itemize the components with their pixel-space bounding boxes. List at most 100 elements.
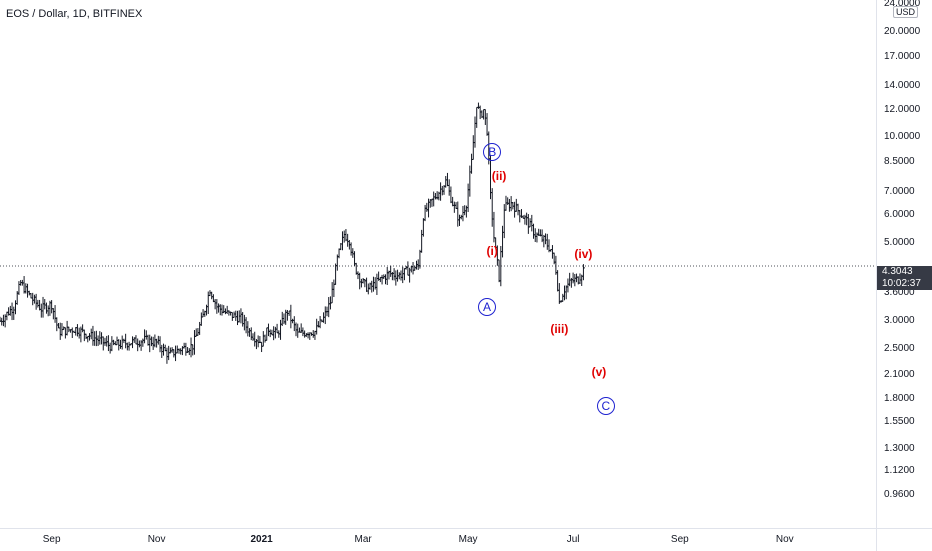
ohlc-bar	[131, 336, 135, 349]
price-chart[interactable]	[0, 0, 876, 528]
time-tick-label: Sep	[42, 534, 61, 545]
ohlc-bar	[51, 308, 55, 320]
ohlc-bar	[242, 314, 246, 331]
last-price-value: 4.3043	[882, 266, 913, 277]
ohlc-bar	[375, 273, 379, 295]
ohlc-bar	[70, 327, 74, 339]
ohlc-bar	[141, 338, 145, 347]
wave-label-iv[interactable]: (iv)	[574, 247, 593, 262]
ohlc-bar	[513, 201, 517, 218]
ohlc-bar	[10, 302, 14, 321]
ohlc-bar	[36, 299, 40, 308]
ohlc-bar	[279, 319, 283, 340]
ohlc-bar	[447, 179, 451, 196]
ohlc-bar	[346, 233, 350, 247]
ohlc-bar	[117, 339, 121, 351]
ohlc-bar	[294, 322, 298, 337]
ohlc-bar	[445, 172, 449, 187]
ohlc-bar	[459, 214, 463, 220]
ohlc-bar	[416, 259, 420, 270]
ohlc-bar	[189, 337, 193, 358]
ohlc-bar	[334, 263, 338, 285]
ohlc-bar	[526, 214, 530, 234]
price-tick-label: 14.0000	[884, 80, 921, 92]
ohlc-bar	[562, 285, 566, 301]
ohlc-bar	[41, 296, 45, 318]
ohlc-bar	[177, 348, 181, 354]
wave-label-C[interactable]: C	[596, 396, 615, 415]
price-tick-label: 8.5000	[884, 156, 915, 168]
ohlc-bar	[475, 106, 479, 128]
ohlc-bar	[502, 204, 506, 239]
ohlc-bar	[144, 330, 148, 340]
ohlc-bar	[275, 323, 279, 334]
ohlc-bar	[528, 218, 532, 228]
ohlc-bar	[556, 270, 560, 292]
ohlc-bar	[273, 326, 277, 339]
wave-label-i[interactable]: (i)	[486, 243, 498, 258]
ohlc-bar	[44, 302, 48, 314]
ohlc-bar	[578, 273, 582, 284]
wave-label-v[interactable]: (v)	[591, 364, 607, 379]
ohlc-bar	[27, 290, 31, 296]
ohlc-bar	[501, 225, 505, 258]
price-tick-label: 0.9600	[884, 488, 915, 500]
ohlc-bar	[8, 305, 12, 316]
price-tick-label: 7.0000	[884, 185, 915, 197]
ohlc-bar	[490, 188, 494, 227]
ohlc-bar	[389, 265, 393, 277]
wave-label-ii[interactable]: (ii)	[491, 169, 507, 184]
ohlc-bar	[161, 343, 165, 356]
ohlc-bar	[564, 285, 568, 300]
ohlc-bar	[432, 191, 436, 207]
ohlc-bar	[566, 278, 570, 293]
price-tick-label: 1.3000	[884, 442, 915, 454]
ohlc-bar	[46, 305, 50, 317]
currency-badge[interactable]: USD	[893, 6, 919, 18]
ohlc-bar	[210, 291, 214, 300]
ohlc-bar	[108, 342, 112, 354]
symbol-title[interactable]: EOS / Dollar, 1D, BITFINEX	[6, 8, 143, 20]
ohlc-bar	[575, 273, 579, 283]
ohlc-bar	[532, 223, 536, 239]
ohlc-bar	[285, 309, 289, 321]
ohlc-bar	[425, 202, 429, 212]
time-tick-label: Mar	[354, 534, 372, 545]
ohlc-bar	[311, 330, 315, 338]
ohlc-bar	[392, 268, 396, 281]
ohlc-bar	[470, 153, 474, 174]
ohlc-bar	[270, 329, 274, 336]
ohlc-bar	[421, 218, 425, 237]
ohlc-bar	[554, 255, 558, 275]
ohlc-bar	[561, 293, 565, 302]
ohlc-bar	[17, 281, 21, 295]
ohlc-bar	[206, 291, 210, 315]
scale-corner	[876, 528, 932, 551]
time-tick-label: Sep	[670, 534, 689, 545]
ohlc-bar	[13, 300, 17, 315]
ohlc-bar	[363, 279, 367, 288]
ohlc-bar	[158, 336, 162, 353]
wave-label-A[interactable]: A	[478, 298, 497, 317]
ohlc-bar	[332, 279, 336, 298]
ohlc-bar	[198, 321, 202, 335]
ohlc-bar	[351, 248, 355, 258]
ohlc-bar	[344, 229, 348, 242]
wave-label-B[interactable]: B	[483, 142, 502, 161]
wave-label-iii[interactable]: (iii)	[550, 321, 569, 336]
price-scale[interactable]	[876, 0, 932, 528]
price-tick-label: 1.8000	[884, 392, 915, 404]
ohlc-bar	[148, 334, 152, 353]
price-tick-label: 1.1200	[884, 465, 915, 477]
time-scale[interactable]	[0, 528, 876, 551]
ohlc-bar	[43, 299, 47, 310]
ohlc-bar	[385, 266, 389, 285]
ohlc-bar	[232, 311, 236, 318]
ohlc-bar	[101, 336, 105, 351]
ohlc-bar	[433, 193, 437, 200]
ohlc-bar	[361, 278, 365, 284]
ohlc-bar	[100, 332, 104, 345]
ohlc-bar	[458, 214, 462, 226]
ohlc-bar	[371, 276, 375, 292]
ohlc-bar	[26, 283, 30, 298]
